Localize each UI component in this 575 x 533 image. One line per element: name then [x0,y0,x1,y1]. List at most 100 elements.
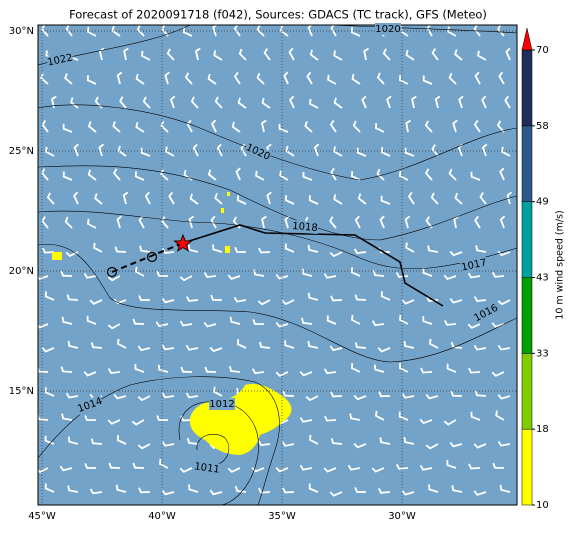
wind-barb [233,23,241,37]
wind-barb [453,215,460,229]
wind-barb [401,393,415,399]
wind-barb [419,418,433,425]
wind-barb [347,464,361,471]
wind-barb [309,49,319,61]
wind-barb [398,363,409,373]
isobar [329,24,518,34]
wind-barb [473,490,487,496]
wind-barb [353,248,367,255]
tc-track [106,224,444,307]
wind-barb [473,296,487,302]
wind-barb [443,319,457,326]
map-frame [37,24,518,506]
wind-barb [263,48,271,61]
wind-barb [140,147,151,157]
wind-barb [107,368,121,374]
wind-barb [386,95,392,109]
wind-barb [497,440,511,447]
wind-barb [450,341,463,349]
wind-barb [499,215,506,229]
wind-barb [259,341,271,349]
wind-barb [87,218,97,229]
wind-barb [112,121,121,133]
wind-barb [333,97,343,109]
wind-barb [329,345,343,352]
wind-barb [411,95,417,109]
wind-barb [214,96,223,109]
wind-barb [89,488,103,495]
wind-barb [44,291,55,301]
contour-label: 1022 [47,52,74,68]
wind-barb [448,168,457,181]
wind-barb [135,266,145,277]
wind-barb [499,484,511,493]
wind-barb [284,243,295,253]
wind-barb [119,96,127,109]
wind-barb [467,272,481,279]
wind-barb [87,169,97,181]
wind-barb [380,195,391,205]
contour-label-bg [471,301,501,325]
wind-barb [209,489,223,496]
wind-barb [497,299,511,306]
title: Forecast of 2020091718 (f042), Sources: … [69,8,487,22]
wind-barb [41,120,49,133]
colorbar-segment [521,353,533,430]
wind-barb [114,246,127,253]
wind-barb [65,392,79,399]
wind-barb [155,321,169,328]
wind-barb [184,72,193,85]
colorbar-segment [521,201,533,278]
wind-barb [333,194,343,205]
wind-barb [371,320,385,327]
lon-label: 35°W [268,511,296,522]
wind-barb [382,48,391,61]
wind-barb [283,71,289,85]
wind-barb [429,338,439,349]
wind-barb [261,97,271,109]
wind-barb [233,296,247,303]
wind-barb [377,487,391,494]
track-point [106,266,118,278]
wind-barb [278,123,289,133]
wind-barb [61,316,73,325]
wind-barb [216,143,223,157]
wind-barb [169,95,176,109]
wind-barb [90,438,103,445]
wind-barb [404,215,411,229]
wind-barb [41,216,49,229]
wind-barb [313,143,320,157]
wind-barb [212,244,223,253]
contour-label-bg [243,141,273,163]
wind-barb [350,267,361,277]
wind-barb [137,345,151,352]
colorbar-segment [521,49,533,127]
wind-barb [83,273,97,279]
wind-barb [289,95,295,109]
wind-barb [424,120,433,133]
wind-barb [329,120,337,133]
wind-barb [473,24,481,37]
wind-barb [376,168,385,181]
wind-barb [107,275,121,282]
wind-barb [285,145,295,157]
lat-label: 30°N [9,26,34,37]
wind-barb [260,119,267,133]
wind-barb [117,338,127,349]
wind-barb [275,371,289,377]
wind-barb [351,74,361,85]
wind-barb [257,299,271,306]
lon-label: 30°W [388,511,416,522]
wind-barb [323,467,337,473]
wind-barb [42,247,55,254]
contour-label-bg [291,219,319,235]
wind-barb [131,419,145,426]
wind-barb [138,487,151,494]
wind-barb [209,346,223,353]
wind-barb [141,50,151,61]
wind-barb [449,250,463,257]
wind-barb [379,215,385,229]
wind-barb [183,169,193,181]
wind-barb [299,417,313,423]
lon-label: 40°W [148,511,176,522]
